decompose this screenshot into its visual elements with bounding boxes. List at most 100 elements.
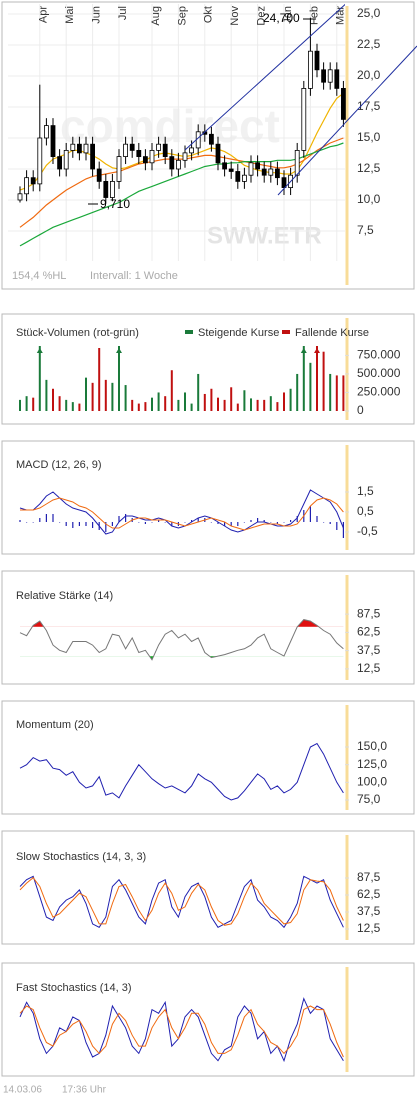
trend-line [277,122,345,196]
volume-bar [203,393,206,411]
histogram-bar [230,522,232,526]
candle-body [24,177,30,195]
moving-average [19,137,344,228]
trend-lines [184,3,345,196]
histogram-bar [309,506,311,522]
volume-bar [144,402,147,411]
y-tick-label: 0,5 [357,504,374,518]
y-tick-label: 150,0 [357,739,387,753]
y-tick-label: 20,0 [357,68,381,82]
candle-body [83,143,89,154]
histogram-bar [19,520,21,522]
y-tick-label: 0 [357,403,364,417]
volume-bar [111,382,114,411]
macd-panel [1,440,415,555]
symbol-watermark: SWW.ETR [207,222,322,249]
candle-body [248,162,254,176]
legend-swatch [185,330,193,334]
volume-bar [151,397,153,411]
volume-bar [190,403,193,411]
volume-bar [118,346,120,411]
indicator-line [19,489,344,535]
y-tick-label: 62,5 [357,625,381,639]
x-tick-label: Mai [64,6,76,24]
histogram-bar [250,520,252,522]
volume-bar [217,397,219,411]
trend-line [344,45,417,124]
y-tick-label: 12,5 [357,921,381,935]
candle-body [175,159,181,170]
rsi-panel [1,570,415,685]
histogram-bar [184,522,186,523]
volume-bar [157,392,160,411]
histogram-bar [52,514,54,522]
candle-body [281,177,287,188]
candle-body [37,137,43,185]
x-tick-label: Sep [176,6,188,26]
histogram-bar [151,522,153,523]
volume-bar [98,348,101,411]
candle-body [50,125,56,157]
annotation: 9,710 [100,197,130,211]
candle-body [129,143,135,151]
candle-body [162,143,168,157]
volume-bar [263,399,266,411]
x-tick-label: Apr [38,6,50,23]
trend-line [184,3,345,151]
histogram-bar [144,522,146,524]
plots: 25,0 22,5 20,0 17,5 15,0 12,5 10,0 7,5 Apr Mai Jun… [8,4,401,1063]
candle-body [215,143,221,164]
volume-bar [269,396,272,411]
indicator-line [19,1005,344,1058]
volume-bar [25,396,28,411]
candle-body [63,149,69,170]
x-tick-label: Jun [91,6,103,24]
x-tick-label: Feb [308,6,320,25]
volume-bar [276,402,279,411]
candle-body [255,162,261,170]
indicator-line [19,997,344,1063]
candle-body [274,168,280,179]
volume-bar [256,399,259,411]
histogram-bar [138,522,140,523]
y-tick-label: 15,0 [357,130,381,144]
histogram-bar [111,522,113,526]
y-tick-label: 37,5 [357,643,381,657]
candle-body [96,168,102,182]
candle-body [182,152,188,161]
histogram-bar [26,522,28,523]
momentum-panel [1,700,415,815]
y-tick-label: 7,5 [357,223,374,237]
volume-bar [329,373,332,411]
histogram-bar [171,522,173,526]
volume-bar [137,403,140,411]
candle-body [156,143,162,151]
histogram-bar [118,516,120,522]
bars [19,346,345,411]
histogram-bar [217,522,219,524]
candle-body [17,193,23,201]
panel-title: MACD (12, 26, 9) [16,459,102,471]
y-tick-label: 75,0 [357,792,381,806]
volume-bar [283,392,285,411]
y-tick-label: 62,5 [357,887,381,901]
histogram-bar [197,518,199,522]
fast-stochastics-panel [1,962,415,1077]
candle-body [208,133,214,145]
footer-interval: Intervall: 1 Woche [90,270,178,282]
candle-body [44,125,49,139]
volume-bar [85,377,87,411]
panel-title: Fast Stochastics (14, 3) [16,982,132,994]
candle-body [241,174,247,182]
candle-body [340,88,346,120]
y-tick-label: -0,5 [357,524,378,538]
indicator-line [19,742,344,801]
histogram-bar [257,518,259,522]
candle-body [142,156,148,164]
candle-body [314,50,320,71]
candle-body [70,143,76,151]
histogram-bar [243,522,245,523]
volume-bar [197,373,200,411]
volume-bar [230,387,233,411]
volume-panel [1,313,415,425]
